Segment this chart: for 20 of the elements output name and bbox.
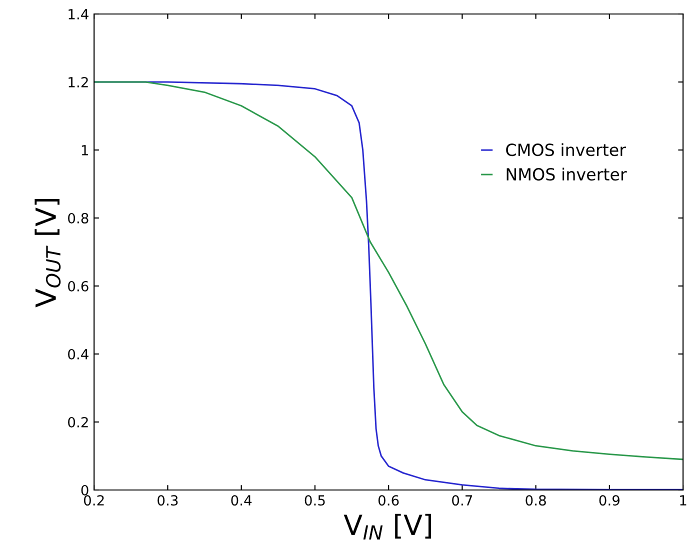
- x-axis-title: V$_{IN}$ [V]: [344, 514, 432, 540]
- legend-label: CMOS inverter: [506, 143, 626, 156]
- legend-label: NMOS inverter: [506, 168, 627, 181]
- x-tick-label: 1: [680, 495, 686, 506]
- y-tick-label: 0.8: [68, 212, 88, 224]
- x-tick-label: 0.9: [599, 495, 620, 506]
- x-tick-label: 0.5: [304, 495, 325, 506]
- y-tick-label: 0: [81, 484, 88, 496]
- x-tick-label: 0.7: [452, 495, 472, 506]
- y-tick-label: 1.2: [68, 76, 88, 88]
- x-tick-label: 0.6: [378, 495, 399, 506]
- y-tick-label: 1.4: [68, 9, 88, 20]
- y-tick-label: 1: [82, 145, 88, 156]
- x-tick-label: 0.3: [158, 495, 178, 506]
- y-axis-title: V$_{OUT}$ [V]: [34, 198, 61, 308]
- y-tick-label: 0.2: [68, 416, 88, 428]
- y-tick-label: 0.4: [68, 348, 88, 360]
- x-tick-label: 0.4: [231, 495, 252, 506]
- y-tick-label: 0.6: [68, 280, 88, 292]
- x-tick-label: 0.8: [526, 495, 546, 506]
